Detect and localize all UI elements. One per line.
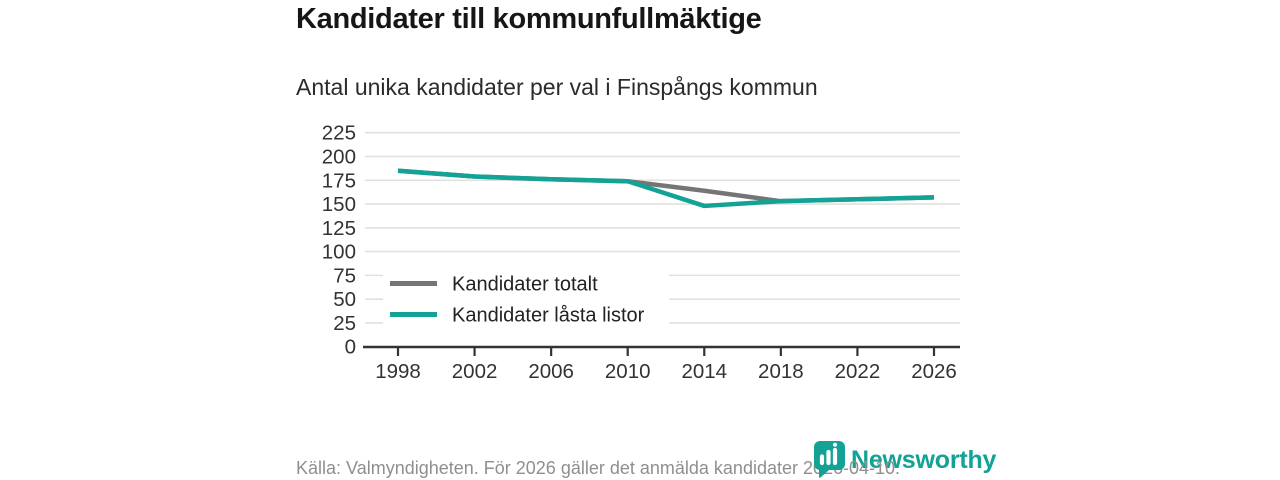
chart-subtitle: Antal unika kandidater per val i Finspån… (296, 74, 818, 100)
legend-label: Kandidater totalt (452, 274, 598, 296)
x-axis-tick-label: 2026 (911, 360, 957, 383)
y-axis-tick-label: 175 (322, 169, 356, 192)
newsworthy-wordmark: Newsworthy (851, 446, 997, 474)
x-axis-tick-label: 1998 (375, 360, 421, 383)
newsworthy-bubble-chart-icon (813, 441, 845, 478)
x-axis-tick-label: 2006 (528, 360, 574, 383)
newsworthy-logo[interactable]: Newsworthy (812, 440, 996, 478)
y-axis-tick-label: 75 (333, 264, 356, 287)
legend-label: Kandidater låsta listor (452, 305, 645, 327)
y-axis-tick-label: 150 (322, 193, 356, 216)
y-axis-tick-label: 0 (345, 336, 356, 359)
y-axis-tick-label: 50 (333, 288, 356, 311)
y-axis-tick-label: 100 (322, 241, 356, 264)
legend-background (383, 264, 669, 332)
x-axis-tick-label: 2014 (681, 360, 727, 383)
x-axis-tick-label: 2010 (605, 360, 651, 383)
series-line-kandidater-l-sta-listor (397, 168, 935, 209)
y-axis-tick-label: 225 (322, 122, 356, 145)
y-axis-tick-label: 125 (322, 217, 356, 240)
source-note: Källa: Valmyndigheten. För 2026 gäller d… (296, 458, 901, 478)
page-title: Kandidater till kommunfullmäktige (296, 3, 762, 35)
line-chart: Kandidater totalt Kandidater låsta listor… (322, 122, 960, 383)
x-axis-tick-label: 2002 (452, 360, 498, 383)
y-axis-tick-label: 200 (322, 145, 356, 168)
y-axis-tick-label: 25 (333, 312, 356, 335)
x-axis-tick-label: 2018 (758, 360, 804, 383)
x-axis-tick-label: 2022 (835, 360, 881, 383)
